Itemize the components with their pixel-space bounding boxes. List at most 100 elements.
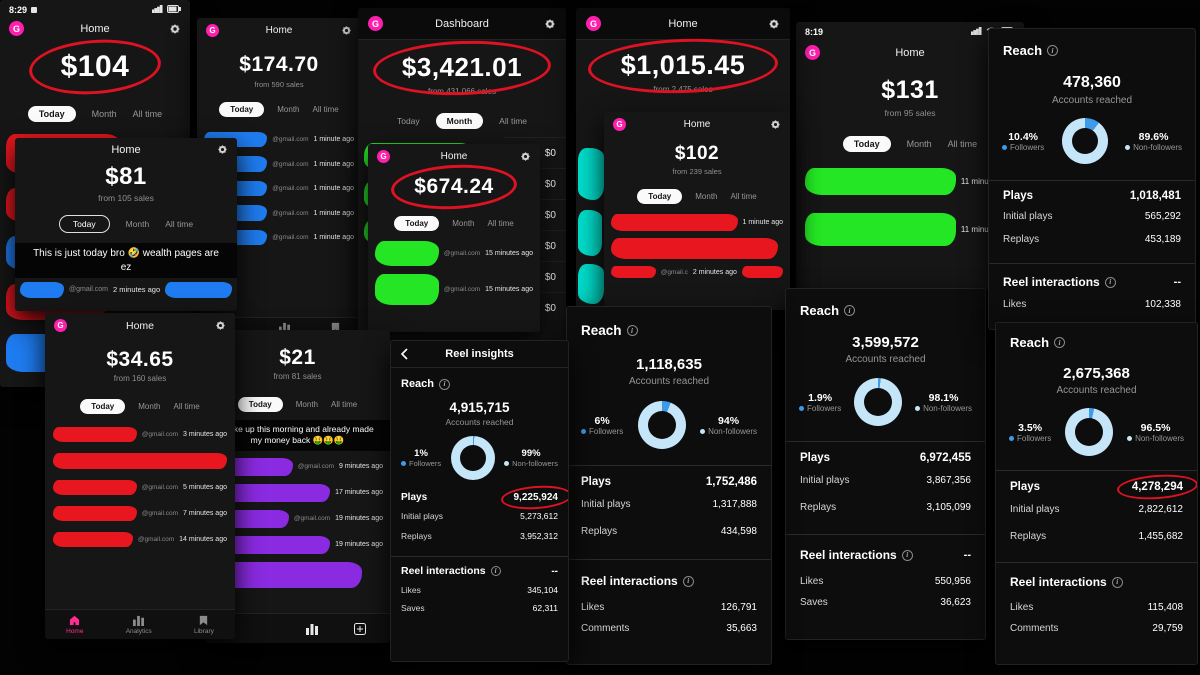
- reach-heading: Reach: [1010, 335, 1050, 350]
- reel-insights-panel: Reel insights Reach i 4,915,715 Accounts…: [390, 340, 569, 662]
- info-icon[interactable]: i: [1111, 576, 1123, 588]
- sale-row[interactable]: @gmail.com 3 minutes ago: [53, 427, 227, 442]
- tab-today[interactable]: Today: [637, 189, 683, 204]
- non-followers-dot-icon: [1125, 144, 1131, 150]
- settings-gear-icon[interactable]: [217, 144, 228, 155]
- tab-month[interactable]: Month: [138, 402, 161, 411]
- followers-dot-icon: [1009, 435, 1014, 441]
- sale-row[interactable]: @gmail.com 2 minutes ago: [15, 278, 237, 301]
- redacted-scribble: [212, 483, 331, 502]
- sales-amount: $174.70: [239, 53, 319, 76]
- sale-row[interactable]: @gmail.com 15 minutes ago: [375, 274, 533, 305]
- tab-today[interactable]: Today: [219, 102, 265, 117]
- tab-all-time[interactable]: All time: [499, 116, 528, 126]
- tab-month[interactable]: Month: [452, 219, 475, 228]
- tab-all-time[interactable]: All time: [487, 219, 514, 228]
- sale-row[interactable]: @gmail.com 9 minutes ago: [212, 457, 383, 476]
- sale-row[interactable]: @gmail.com 7 minutes ago: [53, 506, 227, 521]
- tab-all-time[interactable]: All time: [730, 192, 757, 201]
- likes-value: 126,791: [720, 602, 757, 613]
- sale-row[interactable]: 11 minutes ago: [805, 213, 1015, 246]
- sale-row[interactable]: 1 minute ago: [611, 214, 783, 231]
- sale-row[interactable]: 17 minutes ago: [212, 483, 383, 502]
- tab-month[interactable]: Month: [695, 192, 718, 201]
- reach-donut-chart: [854, 378, 903, 426]
- settings-gear-icon[interactable]: [520, 151, 531, 162]
- redacted-scribble: [805, 168, 956, 195]
- likes-value: 115,408: [1147, 602, 1183, 613]
- redacted-scribble: [578, 264, 604, 304]
- sales-subtitle: from 95 sales: [884, 108, 936, 118]
- settings-gear-icon[interactable]: [169, 23, 181, 35]
- info-icon[interactable]: i: [901, 549, 913, 561]
- info-icon[interactable]: i: [1054, 337, 1066, 348]
- sale-amount-row[interactable]: $0: [504, 137, 566, 168]
- tab-today[interactable]: Today: [27, 106, 76, 122]
- nav-home[interactable]: Home: [66, 615, 83, 635]
- tab-month[interactable]: Month: [277, 105, 300, 114]
- sale-row[interactable]: @gmail.com 5 minutes ago: [53, 480, 227, 495]
- buyer-email: @gmail.com: [141, 484, 179, 491]
- nav-analytics[interactable]: [306, 623, 318, 635]
- sale-row[interactable]: [53, 453, 227, 469]
- sale-row[interactable]: @gmail.com 14 minutes ago: [53, 532, 227, 547]
- sale-time: 2 minutes ago: [113, 285, 161, 294]
- nav-create[interactable]: [354, 622, 366, 635]
- sale-row[interactable]: 19 minutes ago: [212, 535, 383, 554]
- info-icon[interactable]: i: [439, 378, 451, 390]
- redacted-scribble: [805, 213, 956, 246]
- zero-amount: $0: [544, 147, 556, 159]
- tab-today[interactable]: Today: [80, 399, 126, 414]
- tab-today[interactable]: Today: [58, 215, 110, 233]
- tab-today[interactable]: Today: [842, 136, 891, 152]
- sale-row[interactable]: @gmail.com 15 minutes ago: [375, 241, 533, 266]
- reach-heading: Reach: [800, 303, 840, 318]
- sale-row[interactable]: [611, 238, 783, 259]
- tab-month[interactable]: Month: [435, 113, 484, 129]
- tab-month[interactable]: Month: [91, 109, 117, 119]
- back-icon[interactable]: [400, 348, 408, 360]
- settings-gear-icon[interactable]: [768, 18, 780, 30]
- info-icon[interactable]: i: [626, 325, 638, 336]
- settings-gear-icon[interactable]: [544, 18, 556, 30]
- tab-today[interactable]: Today: [237, 397, 283, 412]
- sales-amount: $102: [674, 143, 720, 164]
- sale-row[interactable]: 11 minutes ago: [805, 168, 1015, 195]
- tab-all-time[interactable]: All time: [330, 400, 358, 409]
- zero-amount: $0: [544, 271, 556, 283]
- buyer-email: @gmail.com: [272, 209, 309, 217]
- tab-today[interactable]: Today: [394, 216, 440, 231]
- tab-all-time[interactable]: All time: [132, 109, 163, 119]
- redacted-scribble: [741, 266, 783, 278]
- nav-library[interactable]: Library: [194, 615, 214, 635]
- settings-gear-icon[interactable]: [341, 25, 352, 36]
- sale-row[interactable]: @gmail.c 2 minutes ago: [611, 266, 783, 278]
- accounts-reached-value: 4,915,715: [449, 400, 510, 415]
- info-icon[interactable]: i: [1047, 45, 1059, 56]
- tab-all-time[interactable]: All time: [947, 139, 978, 149]
- tab-all-time[interactable]: All time: [165, 219, 194, 229]
- settings-gear-icon[interactable]: [215, 320, 226, 331]
- tab-month[interactable]: Month: [125, 219, 150, 229]
- tab-all-time[interactable]: All time: [173, 402, 200, 411]
- initial-plays-label: Initial plays: [581, 499, 631, 510]
- tab-all-time[interactable]: All time: [312, 105, 339, 114]
- reel-interactions-heading: Reel interactions: [1003, 275, 1100, 289]
- nav-analytics[interactable]: Analytics: [126, 615, 152, 635]
- info-icon[interactable]: i: [1104, 276, 1116, 288]
- followers-dot-icon: [799, 405, 804, 411]
- settings-gear-icon[interactable]: [770, 119, 781, 130]
- followers-pct: 3.5%: [1018, 421, 1043, 434]
- buyer-email: @gmail.com: [272, 234, 309, 241]
- plays-value: 1,018,481: [1129, 190, 1181, 202]
- tab-month[interactable]: Month: [295, 400, 318, 409]
- info-icon[interactable]: i: [490, 566, 501, 576]
- comments-value: 35,663: [726, 623, 757, 634]
- info-icon[interactable]: i: [682, 575, 694, 587]
- sale-row[interactable]: @gmail.com 19 minutes ago: [212, 509, 383, 528]
- non-followers-dot-icon: [1127, 435, 1133, 441]
- sale-row[interactable]: [212, 561, 383, 588]
- info-icon[interactable]: i: [844, 305, 856, 316]
- tab-today[interactable]: Today: [396, 116, 420, 126]
- tab-month[interactable]: Month: [906, 139, 932, 149]
